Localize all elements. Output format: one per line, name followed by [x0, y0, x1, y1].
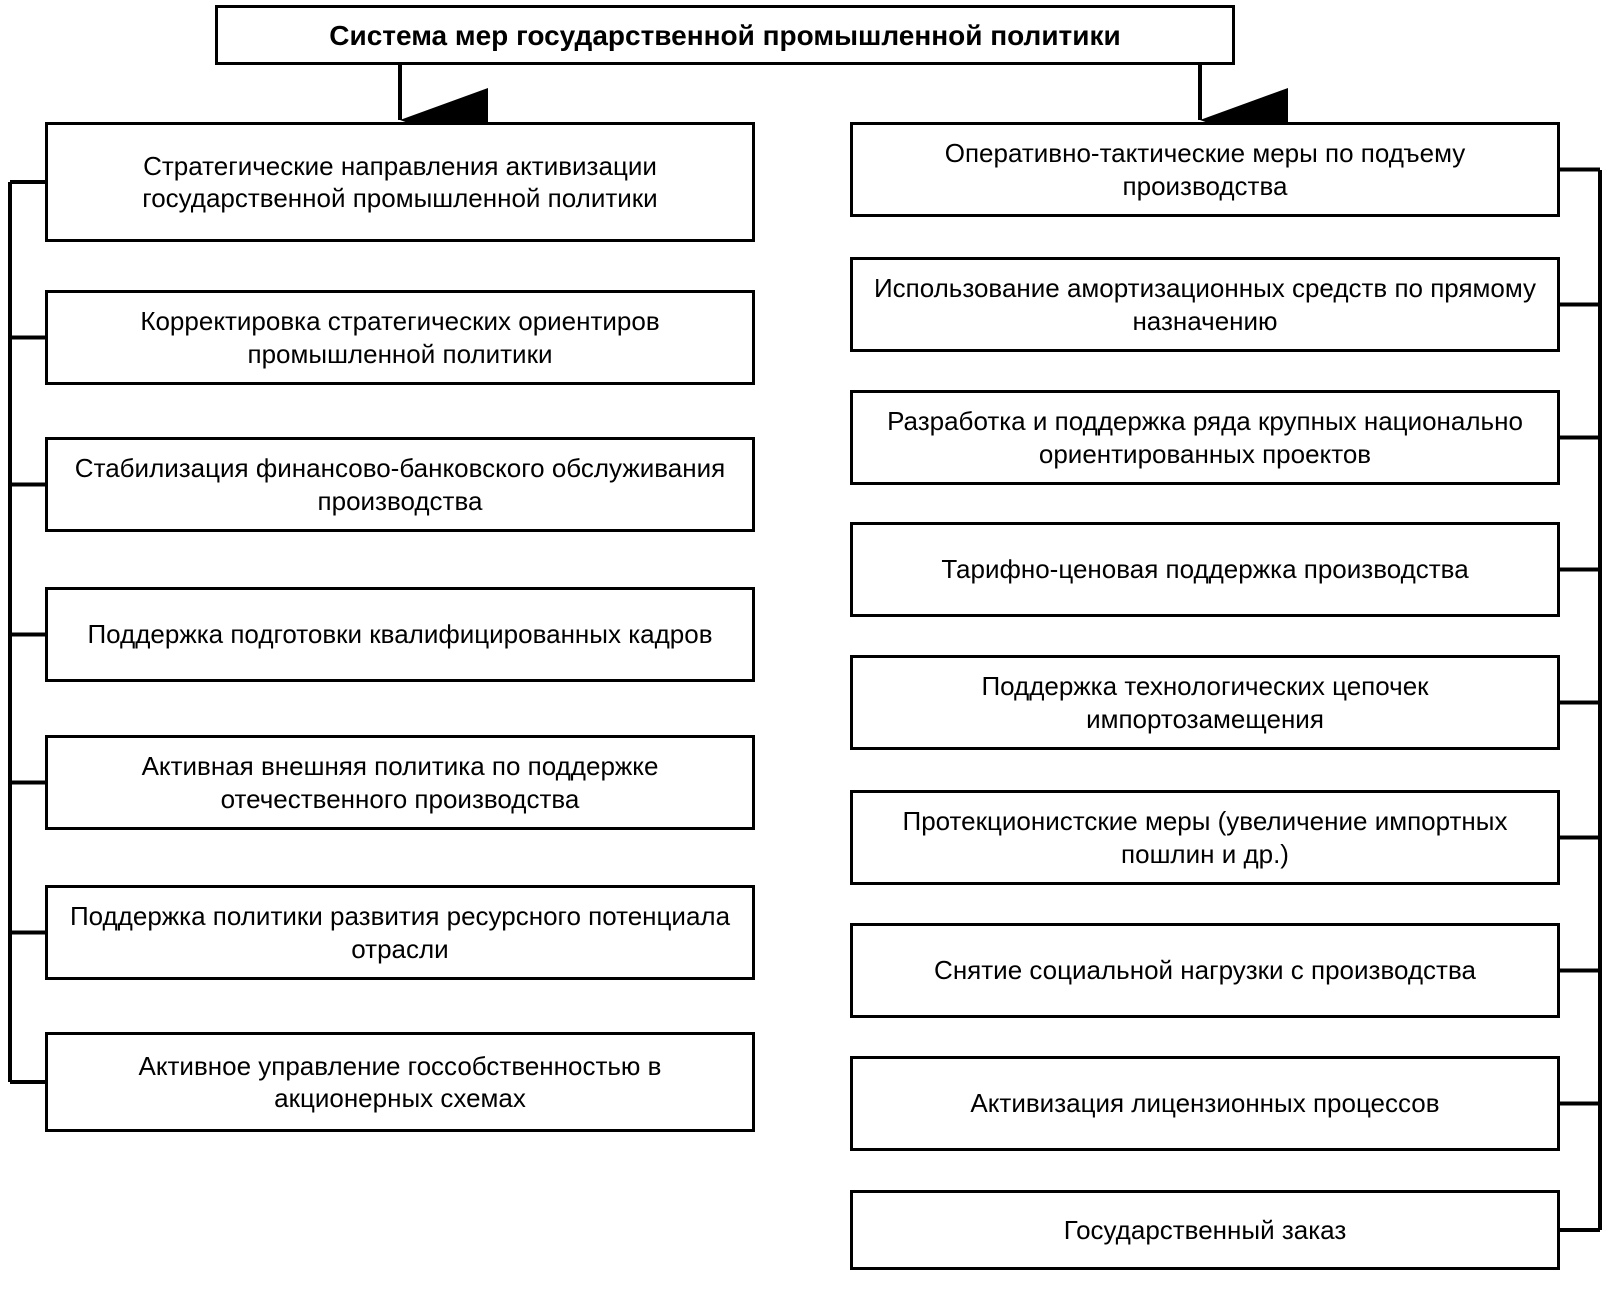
node-L2: Корректировка стратегических ориентиров … [45, 290, 755, 385]
diagram-canvas: Система мер государственной промышленной… [0, 0, 1610, 1289]
node-L4: Поддержка подготовки квалифицированных к… [45, 587, 755, 682]
node-L6: Поддержка политики развития ресурсного п… [45, 885, 755, 980]
node-R8: Активизация лицензионных процессов [850, 1056, 1560, 1151]
node-R5: Поддержка технологических цепочек импорт… [850, 655, 1560, 750]
node-R7: Снятие социальной нагрузки с производств… [850, 923, 1560, 1018]
node-L3: Стабилизация финансово-банковского обслу… [45, 437, 755, 532]
node-L1: Стратегические направления активизации г… [45, 122, 755, 242]
node-R3: Разработка и поддержка ряда крупных наци… [850, 390, 1560, 485]
node-root: Система мер государственной промышленной… [215, 5, 1235, 65]
node-L7: Активное управление госсобственностью в … [45, 1032, 755, 1132]
node-L5: Активная внешняя политика по поддержке о… [45, 735, 755, 830]
node-R4: Тарифно-ценовая поддержка производства [850, 522, 1560, 617]
node-R6: Протекционистские меры (увеличение импор… [850, 790, 1560, 885]
node-R9: Государственный заказ [850, 1190, 1560, 1270]
node-R1: Оперативно-тактические меры по подъему п… [850, 122, 1560, 217]
node-R2: Использование амортизационных средств по… [850, 257, 1560, 352]
